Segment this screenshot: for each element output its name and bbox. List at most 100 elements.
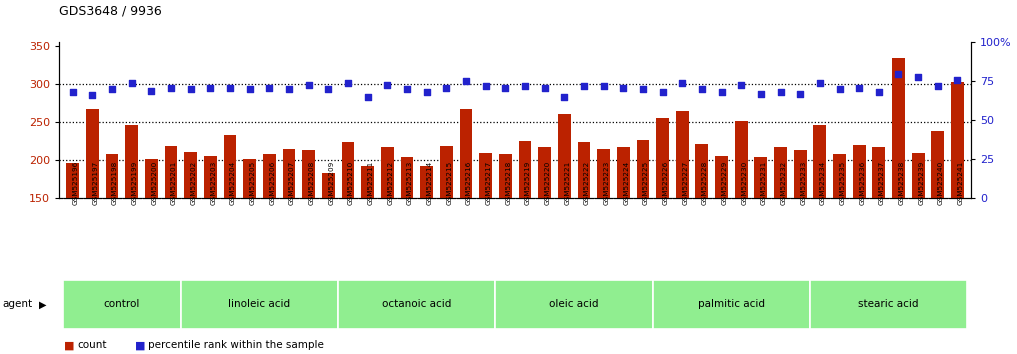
Text: GSM525210: GSM525210 xyxy=(348,160,354,205)
Bar xyxy=(479,153,492,312)
Bar xyxy=(755,157,767,312)
Bar xyxy=(243,160,256,312)
Bar xyxy=(774,147,787,312)
Bar xyxy=(810,280,967,329)
Point xyxy=(320,86,337,92)
Text: GSM525234: GSM525234 xyxy=(820,160,826,205)
Text: GSM525203: GSM525203 xyxy=(211,160,217,205)
Text: GSM525236: GSM525236 xyxy=(859,160,865,205)
Bar xyxy=(519,141,531,312)
Point xyxy=(792,91,809,97)
Point xyxy=(635,86,651,92)
Text: GSM525216: GSM525216 xyxy=(466,160,472,205)
Point xyxy=(379,82,396,87)
Text: GSM525205: GSM525205 xyxy=(250,160,255,205)
Point xyxy=(124,80,140,86)
Text: ▶: ▶ xyxy=(39,299,46,309)
Bar xyxy=(578,142,590,312)
Bar xyxy=(932,131,944,312)
Point xyxy=(104,86,120,92)
Point xyxy=(890,71,906,76)
Text: GSM525208: GSM525208 xyxy=(309,160,314,205)
Point xyxy=(831,86,847,92)
Text: GSM525240: GSM525240 xyxy=(938,160,944,205)
Text: GSM525202: GSM525202 xyxy=(191,160,196,205)
Bar xyxy=(86,109,99,312)
Text: GSM525220: GSM525220 xyxy=(544,160,550,205)
Bar xyxy=(63,280,181,329)
Text: GSM525213: GSM525213 xyxy=(407,160,413,205)
Point xyxy=(65,90,81,95)
Text: GSM525229: GSM525229 xyxy=(721,160,727,205)
Text: GSM525204: GSM525204 xyxy=(230,160,236,205)
Point xyxy=(163,85,179,91)
Point xyxy=(497,85,514,91)
Text: GSM525233: GSM525233 xyxy=(800,160,806,205)
Point xyxy=(772,90,788,95)
Text: GSM525222: GSM525222 xyxy=(584,160,590,205)
Bar xyxy=(361,166,374,312)
Text: GDS3648 / 9936: GDS3648 / 9936 xyxy=(59,5,162,18)
Bar xyxy=(696,143,708,312)
Bar xyxy=(912,153,924,312)
Text: linoleic acid: linoleic acid xyxy=(229,299,291,309)
Point xyxy=(753,91,769,97)
Point xyxy=(733,82,750,87)
Bar xyxy=(302,150,315,312)
Text: GSM525196: GSM525196 xyxy=(73,160,78,205)
Point xyxy=(812,80,828,86)
Text: GSM525237: GSM525237 xyxy=(879,160,885,205)
Point xyxy=(871,90,887,95)
Text: GSM525200: GSM525200 xyxy=(152,160,158,205)
Text: GSM525224: GSM525224 xyxy=(623,160,630,205)
Bar xyxy=(735,121,747,312)
Point xyxy=(910,74,926,80)
Bar xyxy=(181,280,339,329)
Text: GSM525201: GSM525201 xyxy=(171,160,177,205)
Point xyxy=(222,85,238,91)
Bar xyxy=(440,146,453,312)
Text: GSM525238: GSM525238 xyxy=(898,160,904,205)
Bar xyxy=(495,280,653,329)
Text: GSM525211: GSM525211 xyxy=(368,160,373,205)
Bar xyxy=(558,114,571,312)
Bar xyxy=(833,154,846,312)
Text: GSM525221: GSM525221 xyxy=(564,160,571,205)
Text: agent: agent xyxy=(2,299,33,309)
Text: GSM525231: GSM525231 xyxy=(761,160,767,205)
Text: ■: ■ xyxy=(135,341,145,350)
Point xyxy=(143,88,160,93)
Text: ■: ■ xyxy=(64,341,74,350)
Text: GSM525239: GSM525239 xyxy=(918,160,924,205)
Point xyxy=(517,83,533,89)
Bar xyxy=(401,157,413,312)
Bar xyxy=(637,141,649,312)
Point xyxy=(340,80,356,86)
Bar xyxy=(322,173,335,312)
Bar xyxy=(204,156,217,312)
Bar xyxy=(794,150,806,312)
Text: GSM525225: GSM525225 xyxy=(643,160,649,205)
Bar xyxy=(499,154,512,312)
Text: GSM525223: GSM525223 xyxy=(603,160,609,205)
Text: count: count xyxy=(77,341,107,350)
Text: control: control xyxy=(104,299,140,309)
Text: percentile rank within the sample: percentile rank within the sample xyxy=(148,341,324,350)
Text: stearic acid: stearic acid xyxy=(858,299,919,309)
Bar xyxy=(342,142,354,312)
Text: oleic acid: oleic acid xyxy=(549,299,599,309)
Point xyxy=(851,85,868,91)
Point xyxy=(202,85,219,91)
Text: GSM525232: GSM525232 xyxy=(780,160,786,205)
Bar xyxy=(951,82,964,312)
Text: GSM525206: GSM525206 xyxy=(270,160,276,205)
Point xyxy=(399,86,415,92)
Point xyxy=(615,85,632,91)
Point xyxy=(360,94,376,100)
Bar xyxy=(853,145,865,312)
Text: GSM525235: GSM525235 xyxy=(839,160,845,205)
Text: GSM525214: GSM525214 xyxy=(427,160,432,205)
Point xyxy=(419,90,435,95)
Bar xyxy=(656,119,669,312)
Bar xyxy=(460,109,472,312)
